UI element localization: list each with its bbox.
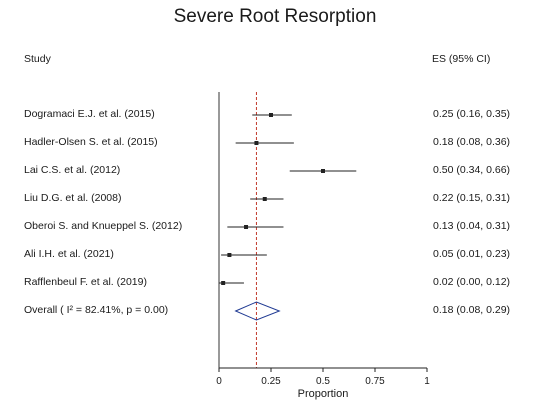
study-label: Ali I.H. et al. (2021): [24, 248, 114, 260]
es-value: 0.22 (0.15, 0.31): [433, 192, 511, 204]
es-value: 0.50 (0.34, 0.66): [433, 164, 511, 176]
point-estimate: [269, 113, 273, 117]
overall-label: Overall ( I² = 82.41%, p = 0.00): [24, 304, 169, 316]
es-value: 0.13 (0.04, 0.31): [433, 220, 511, 232]
study-column-header: Study: [24, 53, 51, 65]
es-value: 0.05 (0.01, 0.23): [433, 248, 511, 260]
x-tick-label: 0: [216, 376, 222, 387]
study-label: Hadler-Olsen S. et al. (2015): [24, 136, 158, 148]
es-value: 0.02 (0.00, 0.12): [433, 276, 511, 288]
es-value: 0.18 (0.08, 0.36): [433, 136, 511, 148]
chart-title: Severe Root Resorption: [173, 6, 377, 27]
study-label: Rafflenbeul F. et al. (2019): [24, 276, 147, 288]
es-value: 0.25 (0.16, 0.35): [433, 108, 511, 120]
overall-diamond: [234, 301, 281, 321]
point-estimate: [262, 197, 267, 201]
x-tick-label: 0.25: [261, 376, 281, 387]
study-label: Oberoi S. and Knueppel S. (2012): [24, 220, 183, 232]
es-column-header: ES (95% CI): [432, 53, 491, 65]
point-estimate: [321, 169, 325, 173]
study-label: Liu D.G. et al. (2008): [24, 192, 122, 204]
point-estimate: [254, 141, 259, 145]
study-label: Dogramaci E.J. et al. (2015): [24, 108, 155, 120]
x-axis-label: Proportion: [297, 388, 349, 400]
x-tick-label: 1: [424, 376, 430, 387]
overall-es-value: 0.18 (0.08, 0.29): [433, 304, 511, 316]
x-tick-label: 0.5: [316, 376, 330, 387]
study-label: Lai C.S. et al. (2012): [24, 164, 121, 176]
point-estimate: [227, 253, 232, 257]
x-tick-label: 0.75: [365, 376, 385, 387]
point-estimate: [221, 281, 226, 285]
point-estimate: [244, 225, 249, 229]
